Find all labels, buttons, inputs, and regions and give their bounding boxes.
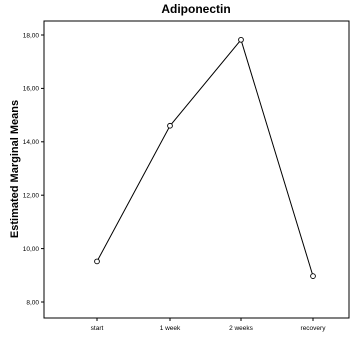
data-point [167,122,173,129]
y-axis-ticks: 8,00 10,00 12,00 14,00 16,00 18,00 [23,32,44,306]
x-axis-ticks: start 1 week 2 weeks recovery [91,318,327,332]
x-tick-label: 2 weeks [229,325,254,332]
chart-title: Adiponectin [161,2,230,16]
x-tick-label: start [91,325,104,332]
data-point [238,36,244,43]
x-tick-label: 1 week [160,325,181,332]
data-points [94,36,316,279]
y-tick-label: 14,00 [23,139,40,146]
data-point [310,273,316,279]
y-tick-label: 8,00 [26,299,39,306]
plot-frame [43,20,350,319]
y-tick-label: 18,00 [23,32,40,39]
data-point [94,258,100,265]
x-tick-label: recovery [301,325,327,332]
y-tick-label: 10,00 [23,246,40,253]
y-tick-label: 16,00 [23,86,40,93]
y-axis-label: Estimated Marginal Means [9,100,21,238]
series-line [96,38,314,277]
y-tick-label: 12,00 [23,193,40,200]
